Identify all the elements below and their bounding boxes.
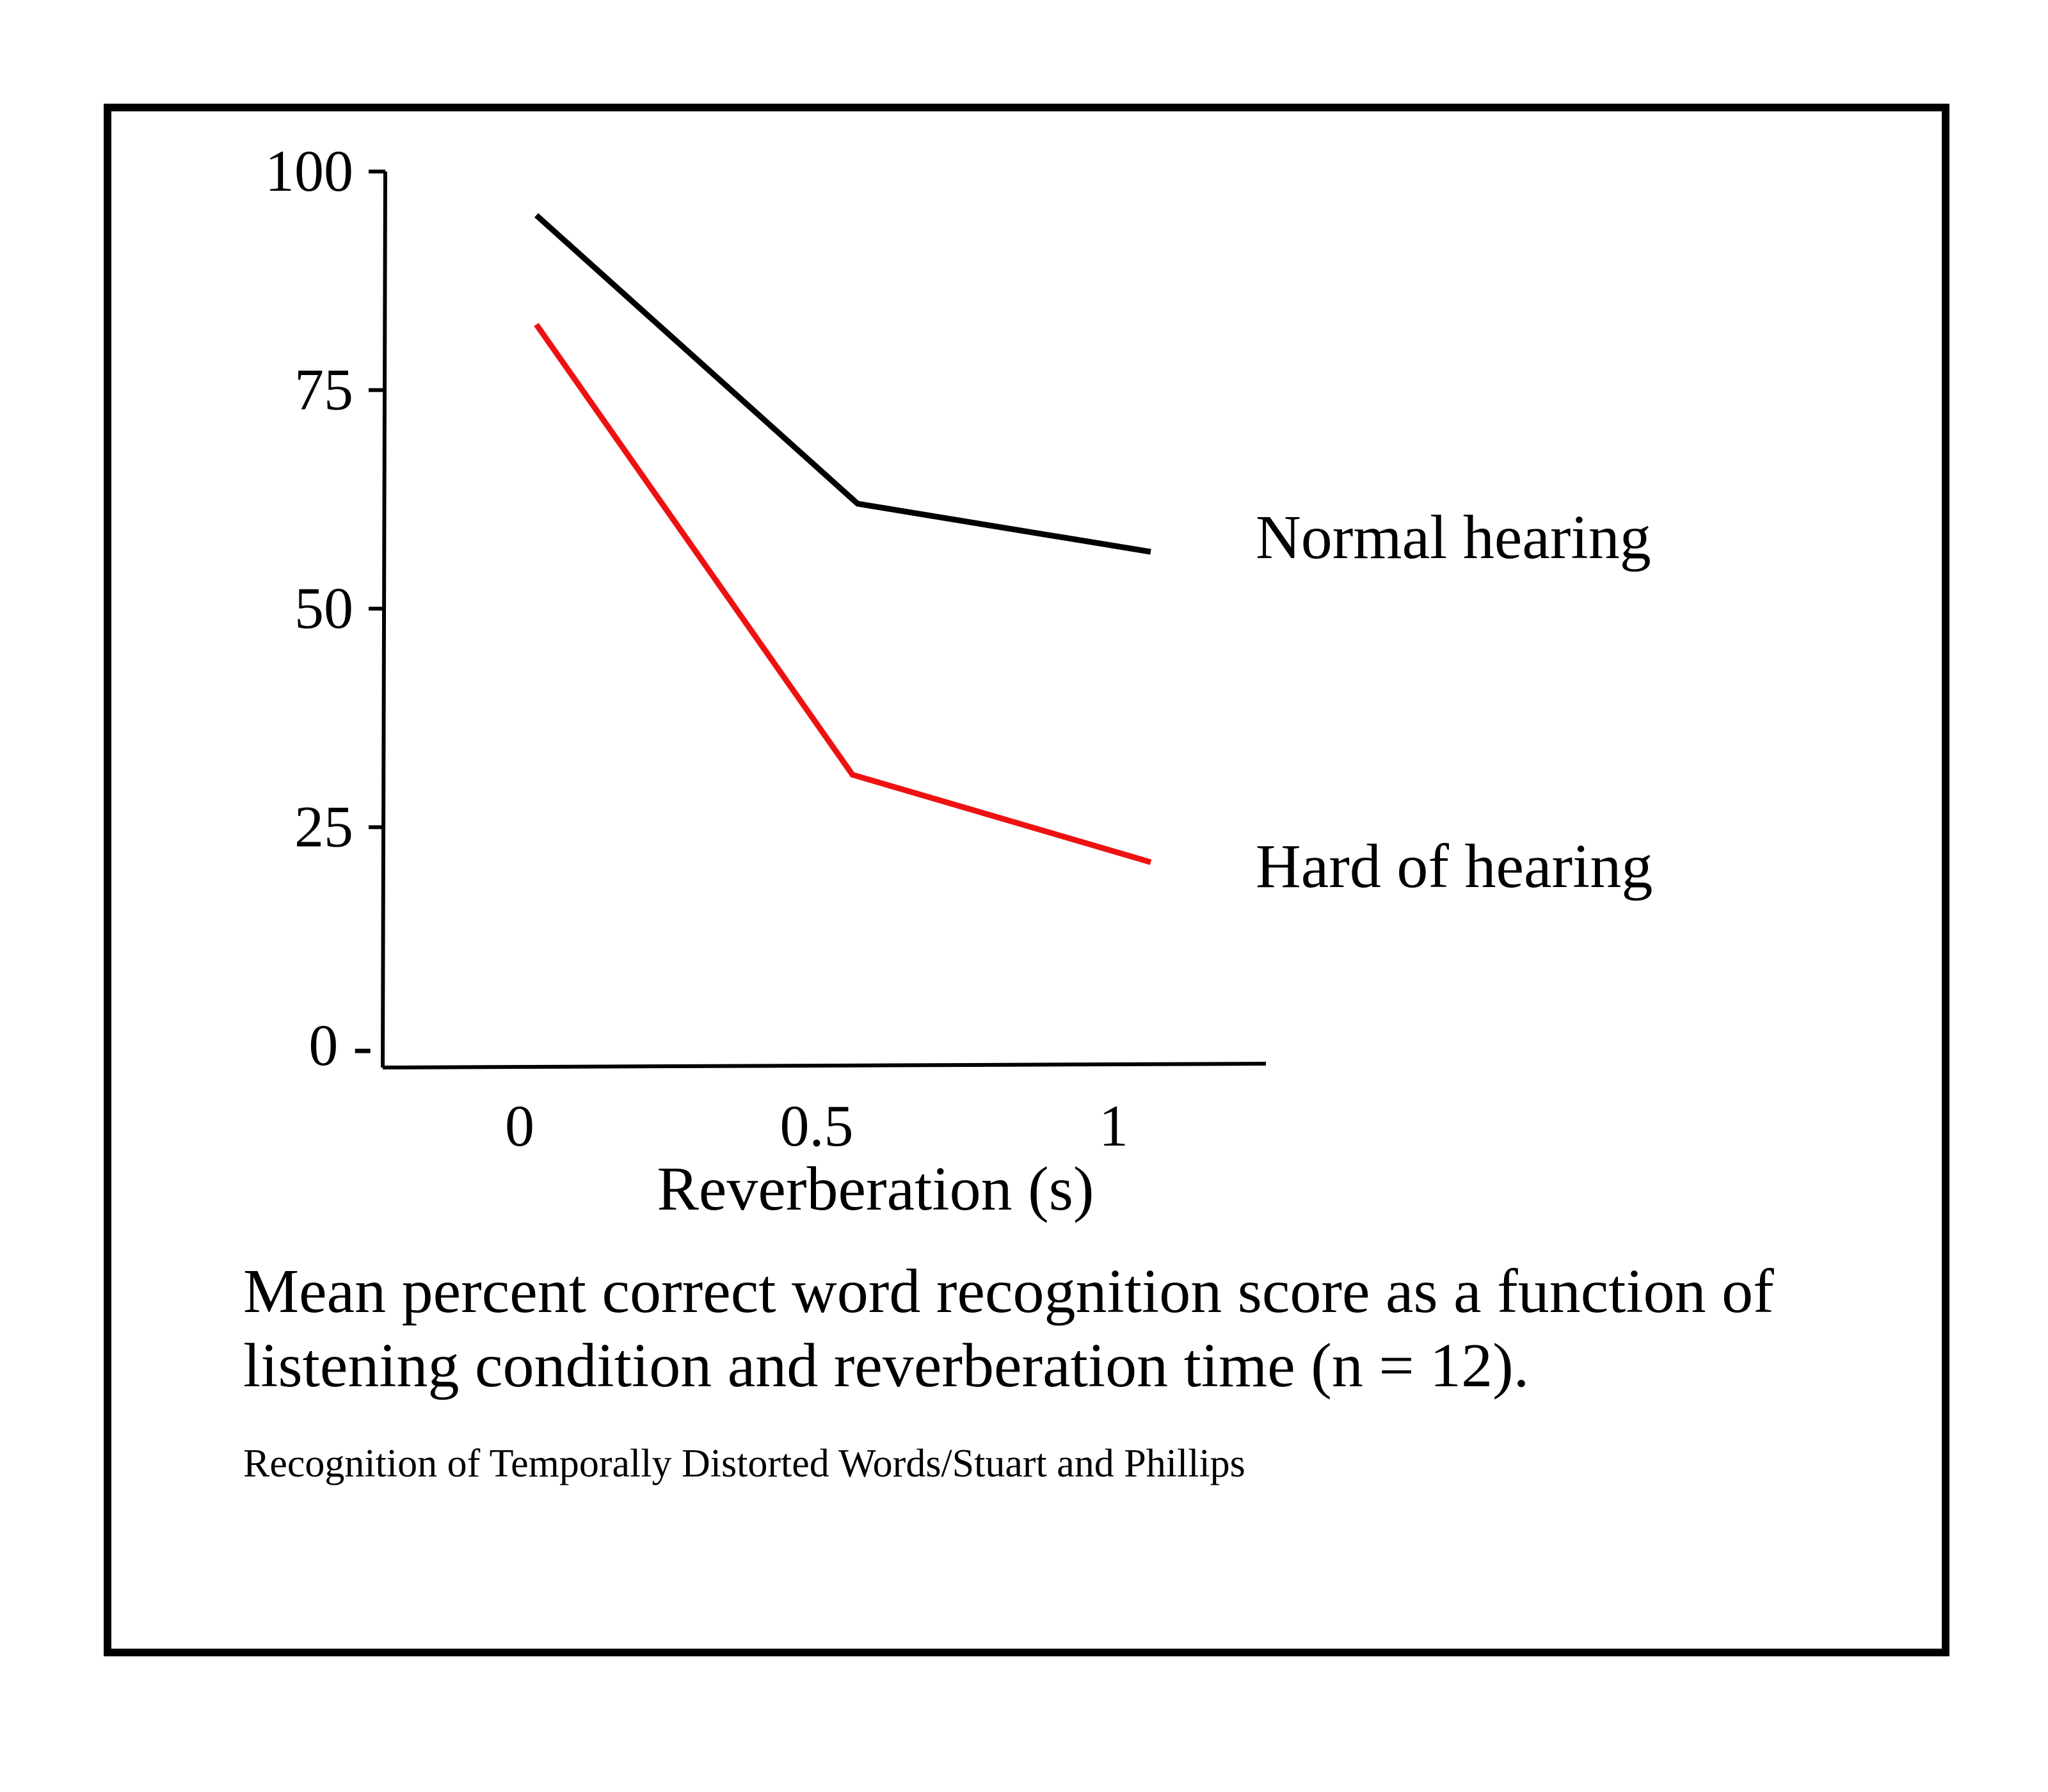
x-axis-title: Reverberation (s) xyxy=(657,1155,1094,1224)
y-tick-label: 0 - xyxy=(308,1012,372,1078)
series-line-normal-hearing xyxy=(534,212,1151,555)
x-axis-line xyxy=(382,1062,1267,1069)
series-label: Hard of hearing xyxy=(1256,832,1652,901)
figure-source: Recognition of Temporally Distorted Word… xyxy=(243,1442,1245,1485)
figure-frame xyxy=(104,104,1949,1656)
caption-line-2: listening condition and reverberation ti… xyxy=(243,1331,1530,1400)
x-tick-label: 0.5 xyxy=(780,1093,854,1158)
x-tick-label: 1 xyxy=(1099,1093,1128,1158)
y-tick-label: 75 xyxy=(294,357,353,422)
x-tick-label: 0 xyxy=(505,1093,534,1158)
y-tick-label: 50 xyxy=(294,575,353,641)
x-axis-ticks: 0 0.5 1 xyxy=(505,1093,1128,1158)
series-line-hard-of-hearing xyxy=(534,323,1152,865)
y-tick-label: 100 xyxy=(265,138,353,204)
y-axis-line xyxy=(381,171,387,1068)
figure-caption: Mean percent correct word recognition sc… xyxy=(243,1254,1894,1403)
y-axis-ticks: 100 75 50 25 0 - xyxy=(265,138,385,1078)
series-label: Normal hearing xyxy=(1256,503,1651,572)
y-tick-label: 25 xyxy=(294,794,353,860)
caption-line-1: Mean percent correct word recognition sc… xyxy=(243,1257,1774,1326)
series-group: Normal hearing Hard of hearing xyxy=(534,212,1652,901)
